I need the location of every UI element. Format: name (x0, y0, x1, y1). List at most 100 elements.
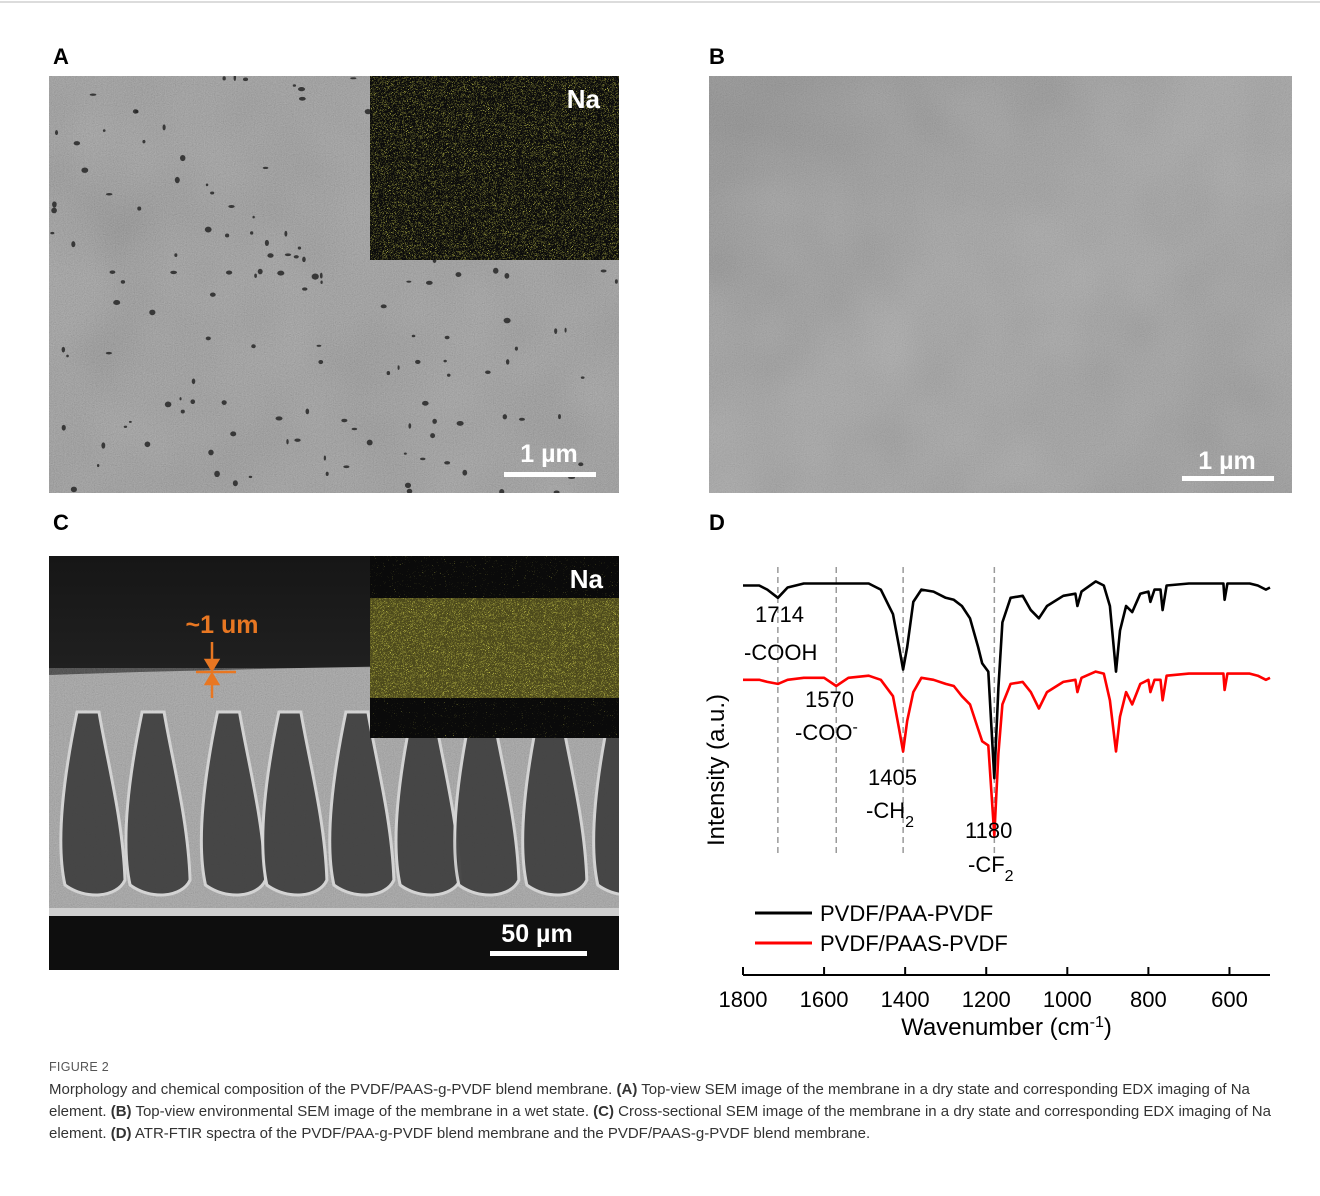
pore (324, 455, 326, 460)
pore (263, 167, 269, 169)
pore (265, 240, 269, 246)
pore (208, 450, 213, 456)
pore (422, 401, 429, 406)
pore (406, 281, 411, 283)
pore (443, 360, 446, 363)
x-axis-title: Wavenumber (cm-1) (901, 1014, 1112, 1042)
pore (206, 337, 211, 341)
figure-number: FIGURE 2 (49, 1056, 1299, 1078)
pore (444, 461, 450, 464)
x-tick-label: 600 (1211, 987, 1248, 1012)
figure: A Na 1 µm B 1 µm C Na ~1 um 50 µm D 1800… (0, 0, 1320, 1050)
pore (312, 273, 319, 279)
pore (210, 192, 214, 195)
pore (457, 421, 464, 426)
pore (106, 193, 112, 195)
inset-element: Na (567, 84, 601, 114)
panel-label: A (53, 44, 69, 69)
pore (71, 241, 75, 247)
x-axis-title-end: ) (1104, 1014, 1112, 1041)
pore (565, 328, 567, 333)
x-axis-title-superscript: -1 (1090, 1014, 1104, 1031)
pore (234, 75, 237, 81)
pore (554, 490, 560, 493)
pore (51, 208, 57, 214)
pore (285, 253, 291, 256)
pore (504, 273, 509, 279)
pore (165, 402, 172, 408)
pore (137, 206, 141, 210)
pore (426, 281, 433, 285)
pore (129, 421, 132, 423)
pore (320, 281, 322, 284)
pore (412, 335, 416, 338)
pore (149, 310, 155, 316)
inset-element: Na (570, 564, 604, 594)
pore (230, 431, 236, 436)
x-tick-label: 1000 (1043, 987, 1092, 1012)
scale-bar (1182, 476, 1274, 481)
pore (294, 439, 300, 442)
pore (485, 370, 491, 374)
pore (320, 273, 323, 279)
pore (294, 255, 299, 258)
scale-bar (504, 472, 596, 477)
group-text: -COO (795, 720, 852, 745)
caption-part-text: Top-view environmental SEM image of the … (135, 1103, 589, 1120)
macrovoid (594, 712, 658, 895)
pore (499, 489, 504, 495)
pore (503, 414, 507, 419)
pore (74, 141, 80, 145)
pore (133, 109, 138, 114)
pore (352, 428, 358, 430)
scale-bar-label: 1 µm (520, 440, 577, 468)
pore (493, 268, 498, 274)
pore (381, 304, 387, 308)
pore (62, 425, 66, 431)
pore (445, 336, 450, 340)
thickness-label: ~1 um (186, 611, 259, 639)
pore (415, 360, 420, 364)
pore (252, 216, 254, 219)
pore (179, 397, 181, 400)
group-subscript: 2 (905, 814, 914, 831)
pore (447, 374, 450, 377)
pore (302, 257, 306, 262)
group-superscript: - (852, 719, 857, 736)
group-text: -CH (866, 798, 905, 823)
pore (432, 419, 437, 424)
pore (210, 293, 216, 297)
pore (233, 480, 238, 486)
pore (71, 487, 77, 493)
pore (558, 414, 561, 419)
legend-label: PVDF/PAA-PVDF (820, 901, 993, 926)
caption-part-label: (B) (111, 1103, 132, 1120)
pore (408, 423, 411, 429)
page-body: A Na 1 µm B 1 µm C Na ~1 um 50 µm D 1800… (0, 0, 1320, 1196)
caption-part-text: ATR-FTIR spectra of the PVDF/PAA-g-PVDF … (135, 1125, 870, 1142)
pore (145, 441, 151, 447)
group-subscript: 2 (1005, 868, 1014, 885)
pore (121, 280, 125, 284)
pore (398, 365, 400, 369)
pore (267, 253, 273, 257)
pore (404, 453, 407, 455)
pore (581, 376, 585, 379)
pore (110, 270, 116, 274)
pore (163, 124, 166, 130)
pore (430, 433, 435, 438)
pore (299, 97, 306, 101)
panel-label: C (53, 510, 69, 535)
pore (578, 462, 583, 466)
pore (317, 345, 322, 347)
pore (90, 94, 97, 96)
pore (504, 318, 511, 323)
pore (298, 87, 305, 91)
group-text: -CF (968, 852, 1005, 877)
pore (66, 355, 69, 358)
panel-label: B (709, 44, 725, 69)
pore (405, 483, 411, 488)
pore (615, 279, 618, 284)
pore (55, 130, 58, 135)
pore (506, 359, 509, 364)
